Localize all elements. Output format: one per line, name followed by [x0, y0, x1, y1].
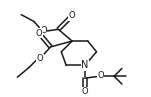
Text: O: O: [97, 71, 104, 80]
Text: O: O: [40, 26, 47, 35]
Text: O: O: [69, 11, 75, 20]
Text: O: O: [37, 54, 43, 63]
Text: O: O: [35, 29, 42, 38]
Text: N: N: [81, 61, 88, 71]
Text: O: O: [82, 87, 88, 96]
